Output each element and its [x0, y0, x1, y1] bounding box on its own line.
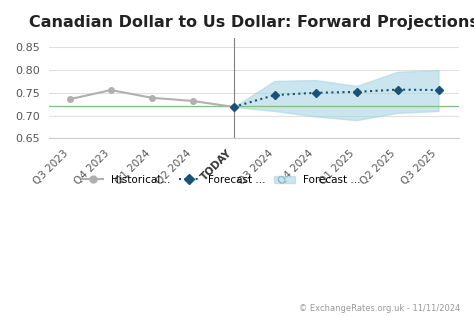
- Title: Canadian Dollar to Us Dollar: Forward Projections: Canadian Dollar to Us Dollar: Forward Pr…: [29, 15, 474, 30]
- Legend: Historical..., Forecast ..., Forecast ...: Historical..., Forecast ..., Forecast ..…: [78, 171, 365, 189]
- Text: © ExchangeRates.org.uk - 11/11/2024: © ExchangeRates.org.uk - 11/11/2024: [299, 304, 460, 313]
